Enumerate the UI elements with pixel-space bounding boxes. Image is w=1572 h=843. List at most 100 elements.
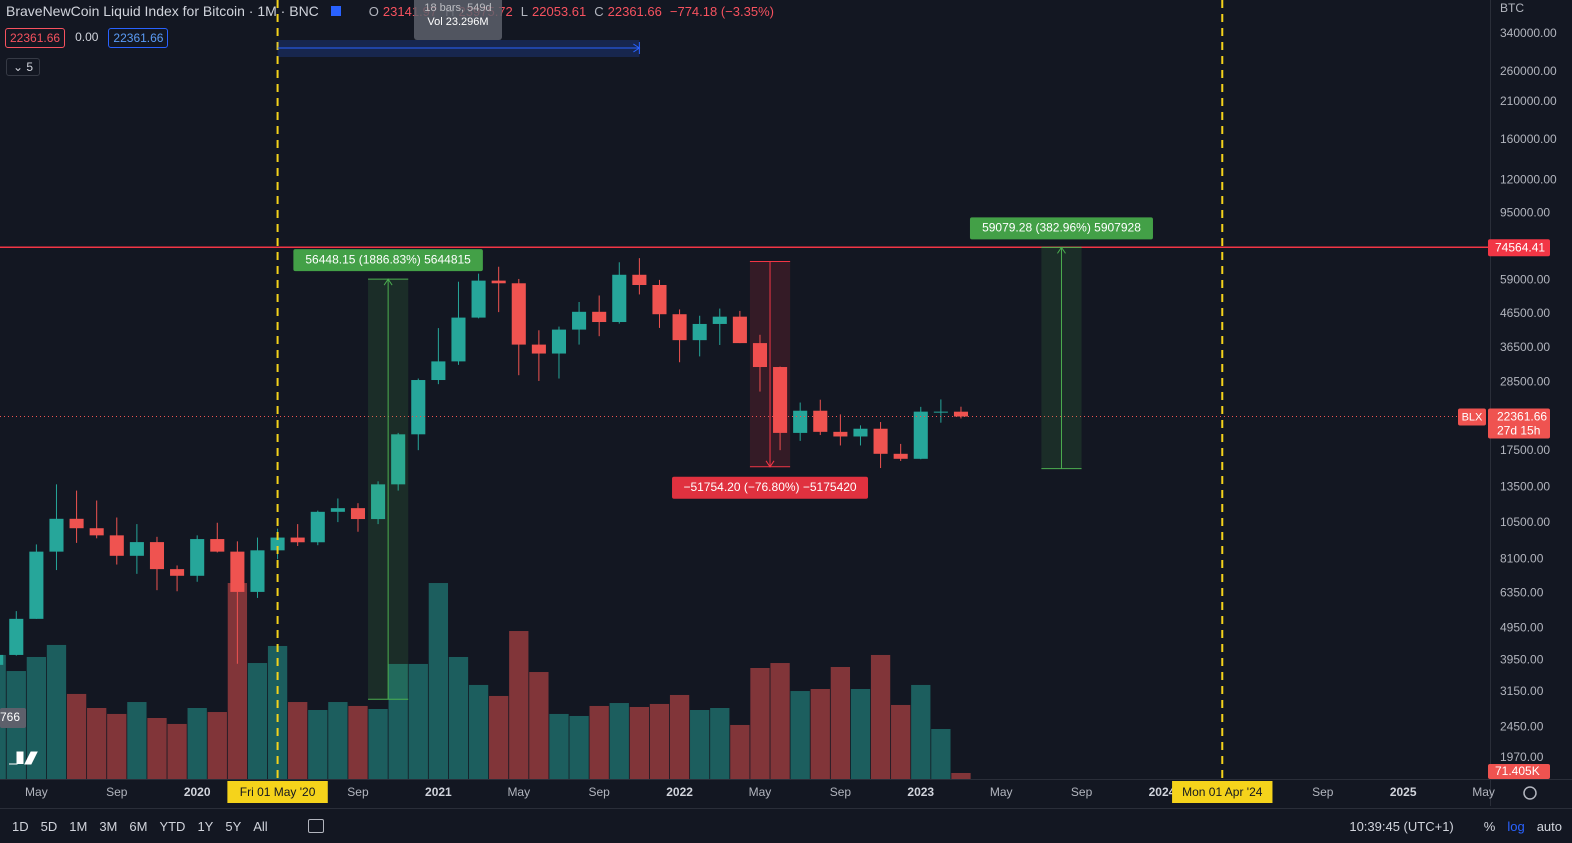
measure-arrow — [383, 278, 393, 286]
range-button[interactable]: 3M — [99, 818, 118, 834]
range-button[interactable]: 1D — [12, 818, 29, 834]
candle-body — [752, 343, 768, 368]
range-button[interactable]: 6M — [129, 818, 148, 834]
y-tick-label: 2450.00 — [1500, 719, 1544, 733]
x-tick-label: 2020 — [184, 785, 211, 799]
x-tick-label: 2021 — [425, 785, 452, 799]
x-tick-label: Sep — [1312, 785, 1334, 799]
ask[interactable]: 22361.66 — [108, 28, 169, 48]
vline-label: Mon 01 Apr '24 — [1182, 785, 1263, 799]
measure-arrow — [1057, 246, 1066, 254]
candle-body — [732, 316, 747, 344]
volume-bar — [830, 666, 851, 779]
y-tick-label: 36500.00 — [1500, 340, 1550, 354]
candle-body — [712, 316, 727, 324]
measure-label: 56448.15 (1886.83%) 5644815 — [305, 252, 471, 266]
indicators-toggle[interactable]: ⌄ 5 — [6, 58, 41, 76]
candle-body — [451, 317, 466, 362]
candle-body — [270, 537, 285, 551]
x-tick-label: May — [25, 785, 48, 799]
candle-body — [210, 539, 225, 552]
candle-body — [652, 284, 667, 315]
candle-body — [89, 528, 104, 536]
candle-body — [431, 361, 446, 381]
volume-bar — [267, 645, 288, 779]
axes: 340000.00 260000.00 210000.00 160000.00 1200… — [25, 26, 1557, 803]
measure-arrow — [765, 460, 775, 468]
candle-body — [511, 283, 526, 345]
y-tick-label: 46500.00 — [1500, 306, 1550, 320]
date-range-icon[interactable] — [307, 819, 324, 833]
currency[interactable]: BTC — [1500, 1, 1524, 15]
volume-bar — [810, 688, 830, 779]
y-tick-label: 6350.00 — [1500, 586, 1544, 600]
settings-icon[interactable] — [1523, 786, 1537, 800]
spread: 0.00 — [75, 30, 99, 44]
volume-bar — [288, 702, 308, 779]
candle-body — [109, 535, 124, 556]
flag[interactable] — [330, 6, 341, 16]
symbol-title[interactable]: BraveNewCoin Liquid Index for Bitcoin · … — [6, 3, 319, 19]
x-tick-label: 2024 — [1149, 785, 1176, 799]
volume-bar — [368, 708, 388, 779]
indicator-count: 5 — [26, 60, 34, 74]
range-button[interactable]: 1Y — [197, 818, 214, 834]
candle-body — [69, 518, 84, 529]
range-button[interactable]: All — [253, 818, 268, 834]
volume-bar — [147, 717, 167, 779]
bid[interactable]: 22361.66 — [5, 28, 66, 48]
volume-bar — [589, 705, 609, 779]
key-low: L — [520, 3, 529, 19]
volume-bar — [247, 663, 268, 779]
volume-bar — [629, 706, 650, 779]
candle-body — [933, 411, 948, 413]
candle-body — [793, 410, 808, 433]
candle-body — [692, 323, 707, 341]
volume-bar — [931, 728, 951, 779]
x-tick-label: 2025 — [1390, 785, 1417, 799]
candle-body — [310, 511, 325, 543]
candle-body — [893, 453, 908, 459]
y-tick-label: 3150.00 — [1500, 684, 1544, 698]
volume-bar — [649, 703, 670, 779]
candle-body — [170, 569, 185, 576]
vline-label: Fri 01 May '20 — [240, 785, 316, 799]
x-tick-label: 2022 — [666, 785, 693, 799]
clock: 10:39:45 (UTC+1) — [1349, 818, 1454, 834]
volume-bar — [468, 684, 489, 779]
volume-bar — [66, 693, 87, 779]
volume-bar — [690, 710, 710, 779]
candle-body — [391, 434, 406, 485]
candle-body — [371, 484, 386, 520]
range-button[interactable]: 5Y — [225, 818, 242, 834]
ruler-bars: 18 bars, 549d — [424, 2, 492, 14]
candle-body — [29, 551, 44, 619]
candle-body — [290, 537, 305, 543]
range-button[interactable]: YTD — [159, 818, 186, 834]
volume-bar — [207, 712, 227, 779]
scale-option[interactable]: % — [1483, 818, 1496, 834]
measure-label-bg — [672, 476, 869, 499]
candle-body — [672, 314, 687, 341]
x-tick-label: May — [749, 785, 772, 799]
x-tick-label: 2023 — [907, 785, 934, 799]
change: −774.18 (−3.35%) — [669, 3, 774, 19]
scale-option[interactable]: auto — [1536, 818, 1562, 834]
y-tick-label: 10500.00 — [1500, 515, 1550, 529]
volume-bar — [46, 644, 67, 779]
candle-body — [9, 618, 24, 655]
scale-option[interactable]: log — [1507, 818, 1525, 834]
range-button[interactable]: 1M — [69, 818, 88, 834]
last-price-bg — [1488, 408, 1550, 439]
ruler-volume: Vol 23.296M — [427, 16, 489, 28]
y-tick-label: 28500.00 — [1500, 375, 1550, 389]
ruler-arrow — [633, 42, 641, 54]
candle-body — [0, 654, 4, 665]
range-button[interactable]: 5D — [40, 818, 58, 834]
bottom-toolbar: 1D 5D 1M 3M 6M YTD 1Y 5Y All 10:39:45 (UTC+1)% log… — [0, 808, 1572, 843]
volume-bar — [167, 723, 187, 779]
low: 22053.61 — [532, 3, 587, 19]
volume-bar — [448, 656, 469, 779]
measure-label-bg — [969, 217, 1153, 240]
